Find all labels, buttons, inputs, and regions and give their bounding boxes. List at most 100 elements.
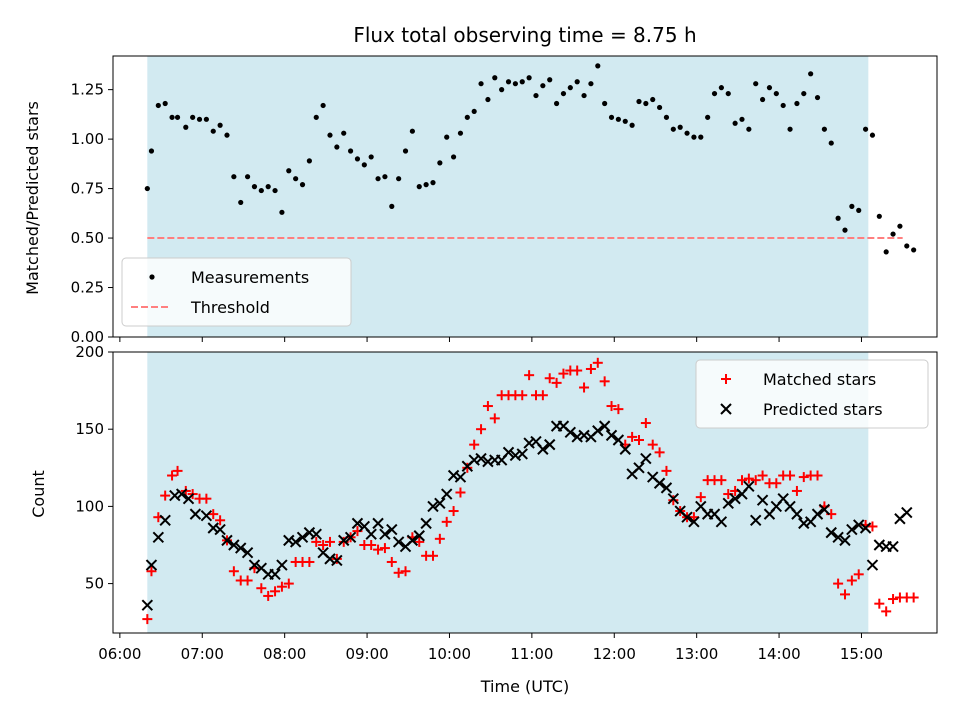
measurement-point: [691, 134, 697, 140]
bottom-y-axis-label: Count: [29, 470, 48, 518]
measurement-point: [643, 100, 649, 107]
measurement-point: [698, 134, 704, 140]
measurement-point: [862, 126, 869, 132]
matched-star-point: [716, 475, 727, 486]
top-axes-frame: [112, 55, 938, 338]
x-stroke: [145, 559, 158, 571]
measurement-point: [808, 71, 814, 77]
x-stroke: [289, 536, 302, 548]
matched-star-point: [606, 401, 617, 412]
x-stroke: [818, 503, 831, 516]
x-stroke: [248, 559, 261, 571]
matched-star-point: [874, 598, 885, 609]
measurement-point: [890, 231, 896, 237]
predicted-star-point: [406, 534, 419, 547]
x-stroke: [901, 506, 913, 519]
measurement-point: [485, 96, 491, 103]
predicted-star-point: [667, 492, 680, 505]
x-stroke: [660, 482, 673, 494]
predicted-star-point: [612, 434, 625, 446]
measurement-point: [299, 182, 306, 188]
matched-star-point: [455, 487, 466, 498]
legend-threshold-label: Threshold: [190, 298, 270, 317]
x-stroke: [544, 438, 556, 451]
x-stroke: [791, 508, 803, 520]
x-stroke: [653, 477, 666, 489]
x-stroke: [372, 517, 384, 530]
measurement-point: [368, 154, 374, 160]
matched-star-point: [572, 365, 583, 376]
y-tick-label: 100: [75, 497, 104, 515]
x-stroke: [557, 420, 570, 432]
predicted-star-point: [392, 536, 405, 548]
x-stroke: [592, 425, 604, 437]
matched-star-point: [661, 465, 672, 476]
predicted-star-point: [544, 438, 556, 451]
matched-star-point: [400, 566, 411, 577]
predicted-star-point: [475, 452, 487, 465]
measurement-point: [835, 215, 841, 221]
matched-star-point: [888, 594, 899, 605]
predicted-star-point: [866, 559, 879, 571]
matched-star-point: [853, 569, 864, 580]
measurement-point: [705, 114, 711, 120]
x-stroke: [182, 492, 195, 505]
measurement-point: [856, 207, 862, 213]
y-tick-label: 50: [85, 575, 104, 593]
x-stroke: [729, 492, 741, 505]
x-stroke: [310, 528, 322, 540]
matched-star-point: [757, 470, 768, 481]
x-stroke: [317, 547, 329, 559]
measurement-point: [746, 126, 752, 132]
measurement-point: [334, 144, 340, 150]
legend-predicted-marker: [720, 403, 732, 415]
matched-star-point: [201, 493, 212, 504]
measurement-point: [382, 174, 388, 180]
x-stroke: [434, 497, 446, 510]
x-stroke: [468, 454, 480, 466]
y-tick-label: 150: [75, 420, 104, 438]
predicted-star-point: [189, 508, 202, 520]
measurement-point: [155, 102, 161, 109]
matched-star-point: [142, 614, 153, 625]
x-stroke: [681, 511, 693, 523]
measurement-point: [574, 79, 580, 85]
predicted-star-point: [839, 534, 851, 547]
x-stroke: [413, 530, 425, 542]
measurement-point: [904, 243, 910, 249]
matched-star-point: [441, 516, 452, 527]
x-stroke: [695, 500, 707, 513]
x-stroke: [784, 500, 796, 513]
matched-star-point: [579, 382, 590, 393]
measurement-point: [286, 168, 292, 174]
matched-star-point: [798, 472, 809, 483]
predicted-star-point: [640, 452, 652, 465]
x-stroke: [338, 534, 350, 547]
count-panel: 50 100 150 200 06:00 07:00 08:00 09:00 10:00 11:0…: [75, 343, 938, 663]
y-tick-label: 0.00: [71, 328, 104, 346]
matched-star-point: [373, 544, 384, 555]
predicted-star-point: [182, 492, 195, 505]
x-stroke: [825, 526, 837, 539]
x-stroke: [255, 562, 268, 574]
x-tick-label: 10:00: [428, 645, 471, 663]
matched-star-point: [462, 462, 473, 473]
measurement-point: [354, 156, 361, 162]
predicted-star-point: [214, 523, 226, 536]
measurement-point: [732, 120, 738, 126]
x-stroke: [647, 471, 659, 483]
matched-star-point: [434, 533, 445, 544]
matched-star-point: [791, 485, 802, 496]
legend-measurements-label: Measurements: [191, 268, 309, 287]
predicted-star-point: [386, 523, 398, 536]
measurement-point: [602, 100, 608, 107]
predicted-star-point: [235, 542, 247, 554]
x-stroke: [756, 494, 769, 506]
matched-star-point: [379, 543, 390, 554]
measurement-point: [519, 79, 525, 85]
measurement-point: [911, 247, 917, 253]
measurement-point: [375, 176, 381, 182]
matched-star-point: [544, 373, 555, 384]
measurement-point: [540, 83, 546, 89]
x-stroke: [475, 452, 487, 465]
